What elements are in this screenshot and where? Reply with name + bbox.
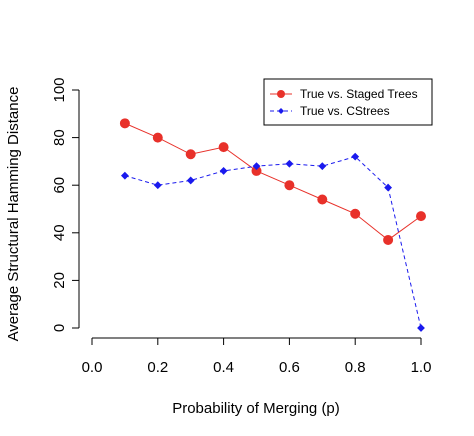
- data-point: [119, 118, 130, 129]
- y-tick-label: 60: [51, 177, 68, 194]
- x-tick-label: 0.0: [82, 359, 103, 376]
- legend: True vs. Staged Trees True vs. CStrees: [263, 78, 433, 126]
- y-tick-label: 40: [51, 224, 68, 241]
- data-point: [153, 181, 162, 190]
- axes: 0.0 0.2 0.4 0.6 0.8 1.0 0 20 40 60 80 100: [51, 77, 431, 376]
- x-axis-title: Probability of Merging (p): [172, 400, 340, 417]
- y-tick-label: 0: [51, 324, 68, 332]
- data-point: [384, 183, 393, 192]
- data-point: [318, 162, 327, 171]
- data-point: [383, 234, 394, 245]
- y-tick-label: 100: [51, 77, 68, 102]
- legend-marker: [278, 108, 284, 114]
- series-staged-trees: [119, 118, 426, 245]
- series-layer: [119, 118, 426, 332]
- series-cstrees: [120, 152, 425, 332]
- data-point: [186, 176, 195, 185]
- series-line: [124, 122, 422, 241]
- data-point: [350, 208, 361, 219]
- y-tick-label: 20: [51, 272, 68, 289]
- legend-label: True vs. CStrees: [300, 104, 390, 118]
- data-point: [152, 132, 163, 143]
- x-tick-label: 0.6: [279, 359, 300, 376]
- data-point: [417, 324, 425, 332]
- y-tick-label: 80: [51, 129, 68, 146]
- data-point: [416, 211, 426, 222]
- data-point: [219, 167, 228, 175]
- x-tick-label: 0.2: [147, 359, 168, 376]
- data-point: [252, 162, 261, 171]
- x-tick-label: 1.0: [411, 359, 432, 376]
- data-point: [185, 149, 196, 160]
- y-axis-title: Average Structural Hamming Distance: [5, 87, 22, 342]
- legend-box: [263, 78, 433, 126]
- data-point: [218, 142, 229, 153]
- data-point: [317, 194, 328, 205]
- legend-label: True vs. Staged Trees: [300, 87, 418, 101]
- x-tick-label: 0.4: [213, 359, 234, 376]
- legend-marker: [277, 90, 285, 98]
- x-tick-label: 0.8: [345, 359, 366, 376]
- data-point: [284, 180, 295, 191]
- legend-entry: True vs. CStrees: [270, 104, 390, 118]
- series-line: [124, 156, 422, 329]
- data-point: [120, 171, 129, 180]
- legend-entry: True vs. Staged Trees: [270, 87, 418, 101]
- data-point: [285, 159, 294, 168]
- data-point: [351, 152, 360, 161]
